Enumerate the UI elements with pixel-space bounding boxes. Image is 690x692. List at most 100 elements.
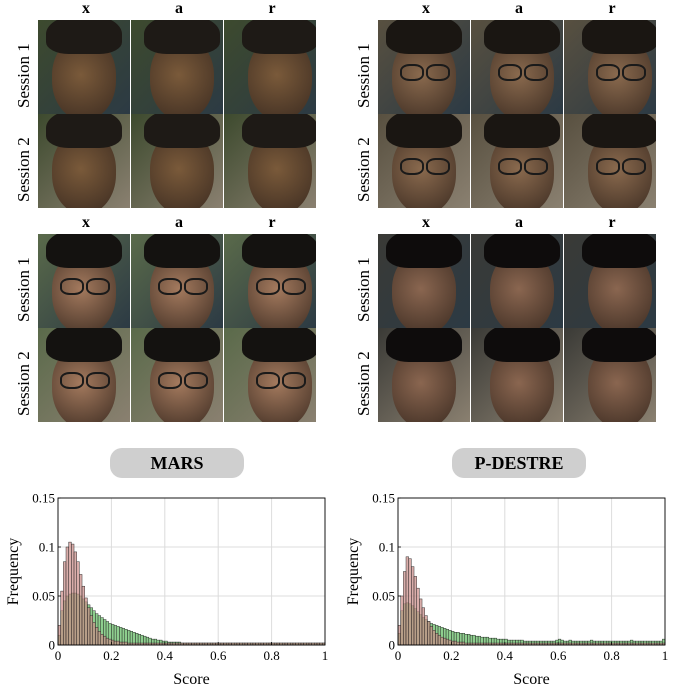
row-label: Session 1 xyxy=(354,257,373,322)
column-header: a xyxy=(175,0,183,17)
histogram-bar xyxy=(84,597,88,646)
histogram-bar xyxy=(89,615,93,646)
histogram-bar xyxy=(87,607,91,646)
face-image xyxy=(564,20,656,114)
histogram-pdestre: 0 0.2 0.4 0.6 0.8 1 0 0.05 0.1 0.15 Score Frequency xyxy=(345,491,669,689)
histogram-bar xyxy=(92,622,96,646)
x-tick-label: 0.8 xyxy=(263,648,279,663)
histogram-bar xyxy=(437,634,441,646)
face-image xyxy=(471,234,563,328)
histogram-bar xyxy=(408,558,412,646)
histogram-bar xyxy=(73,551,77,646)
face-image xyxy=(38,20,130,114)
axes-box xyxy=(397,497,666,646)
histogram-bar xyxy=(76,561,80,646)
row-label: Session 1 xyxy=(14,43,33,108)
y-tick-label: 0.05 xyxy=(32,589,55,604)
histogram-bar xyxy=(443,637,447,646)
histogram-bar xyxy=(429,626,433,646)
column-header: a xyxy=(515,0,523,17)
column-header: x xyxy=(82,0,90,17)
x-tick-label: 0 xyxy=(395,648,402,663)
column-header: x xyxy=(422,214,430,231)
histogram-bar xyxy=(71,543,75,646)
histogram-bar xyxy=(105,637,109,646)
x-tick-label: 0.4 xyxy=(157,648,174,663)
column-header: r xyxy=(268,0,276,17)
histogram-bar xyxy=(411,566,415,646)
x-tick-label: 0 xyxy=(55,648,62,663)
histogram-bar xyxy=(97,631,101,646)
y-tick-label: 0.15 xyxy=(32,491,55,506)
column-header: a xyxy=(515,214,523,231)
face-image xyxy=(378,328,470,422)
face-grid: x a r Session 1 Session 2 xyxy=(354,214,660,426)
histogram-bar xyxy=(103,635,107,646)
histogram-bar xyxy=(448,639,452,646)
row-label: Session 1 xyxy=(354,43,373,108)
face-image xyxy=(471,114,563,208)
face-image xyxy=(224,234,316,328)
face-image xyxy=(224,20,316,114)
histogram-bar xyxy=(403,571,407,646)
x-tick-label: 0.2 xyxy=(103,648,119,663)
histogram-bar xyxy=(68,541,72,646)
face-image xyxy=(38,114,130,208)
histogram-bar xyxy=(113,640,117,646)
plot-area xyxy=(398,498,665,645)
face-image xyxy=(224,114,316,208)
face-image xyxy=(131,114,223,208)
histogram-bar xyxy=(111,639,115,646)
x-tick-label: 1 xyxy=(662,648,669,663)
y-tick-label: 0 xyxy=(49,638,56,653)
row-label: Session 1 xyxy=(14,257,33,322)
face-image xyxy=(131,328,223,422)
histogram-bar xyxy=(400,595,404,646)
y-axis-label: Frequency xyxy=(5,538,22,606)
row-label: Session 2 xyxy=(14,351,33,416)
histogram-bar xyxy=(419,598,423,646)
column-header: x xyxy=(422,0,430,17)
histogram-bar xyxy=(435,633,439,646)
histogram-bar xyxy=(79,574,83,646)
histogram-bar xyxy=(424,615,428,646)
face-image xyxy=(224,328,316,422)
histogram-bar xyxy=(413,576,417,646)
x-tick-label: 0.6 xyxy=(210,648,227,663)
column-header: x xyxy=(82,214,90,231)
x-tick-label: 1 xyxy=(322,648,329,663)
histogram-bar xyxy=(416,587,420,646)
histogram-bar xyxy=(108,638,112,646)
histogram-bar xyxy=(63,561,67,646)
y-axis-label: Frequency xyxy=(345,538,362,606)
histogram-mars: 0 0.2 0.4 0.6 0.8 1 0 0.05 0.1 0.15 Score Frequency xyxy=(5,491,329,689)
x-axis-label: Score xyxy=(173,671,209,688)
histogram-bar xyxy=(116,640,120,646)
y-tick-label: 0 xyxy=(389,638,396,653)
histogram-bar xyxy=(405,556,409,646)
face-image xyxy=(38,234,130,328)
face-image xyxy=(564,328,656,422)
axes-box xyxy=(57,497,326,646)
histogram-bar xyxy=(453,640,457,646)
face-image xyxy=(378,234,470,328)
x-tick-label: 0.2 xyxy=(443,648,459,663)
column-header: r xyxy=(608,214,616,231)
column-header: r xyxy=(268,214,276,231)
face-image xyxy=(131,234,223,328)
face-image xyxy=(131,20,223,114)
histogram-bar xyxy=(427,621,431,646)
histogram-bar xyxy=(65,546,69,646)
x-tick-label: 0.8 xyxy=(603,648,619,663)
histogram-bar xyxy=(432,630,436,646)
face-image xyxy=(471,20,563,114)
face-grid: x a r Session 1 Session 2 xyxy=(354,0,660,212)
y-tick-label: 0.1 xyxy=(39,540,55,555)
x-axis-label: Score xyxy=(513,671,549,688)
face-image xyxy=(38,328,130,422)
column-header: a xyxy=(175,214,183,231)
x-tick-label: 0.4 xyxy=(497,648,514,663)
row-label: Session 2 xyxy=(354,351,373,416)
histogram-bar xyxy=(60,590,64,646)
face-grid: x a r Session 1 Session 2 xyxy=(14,214,320,426)
